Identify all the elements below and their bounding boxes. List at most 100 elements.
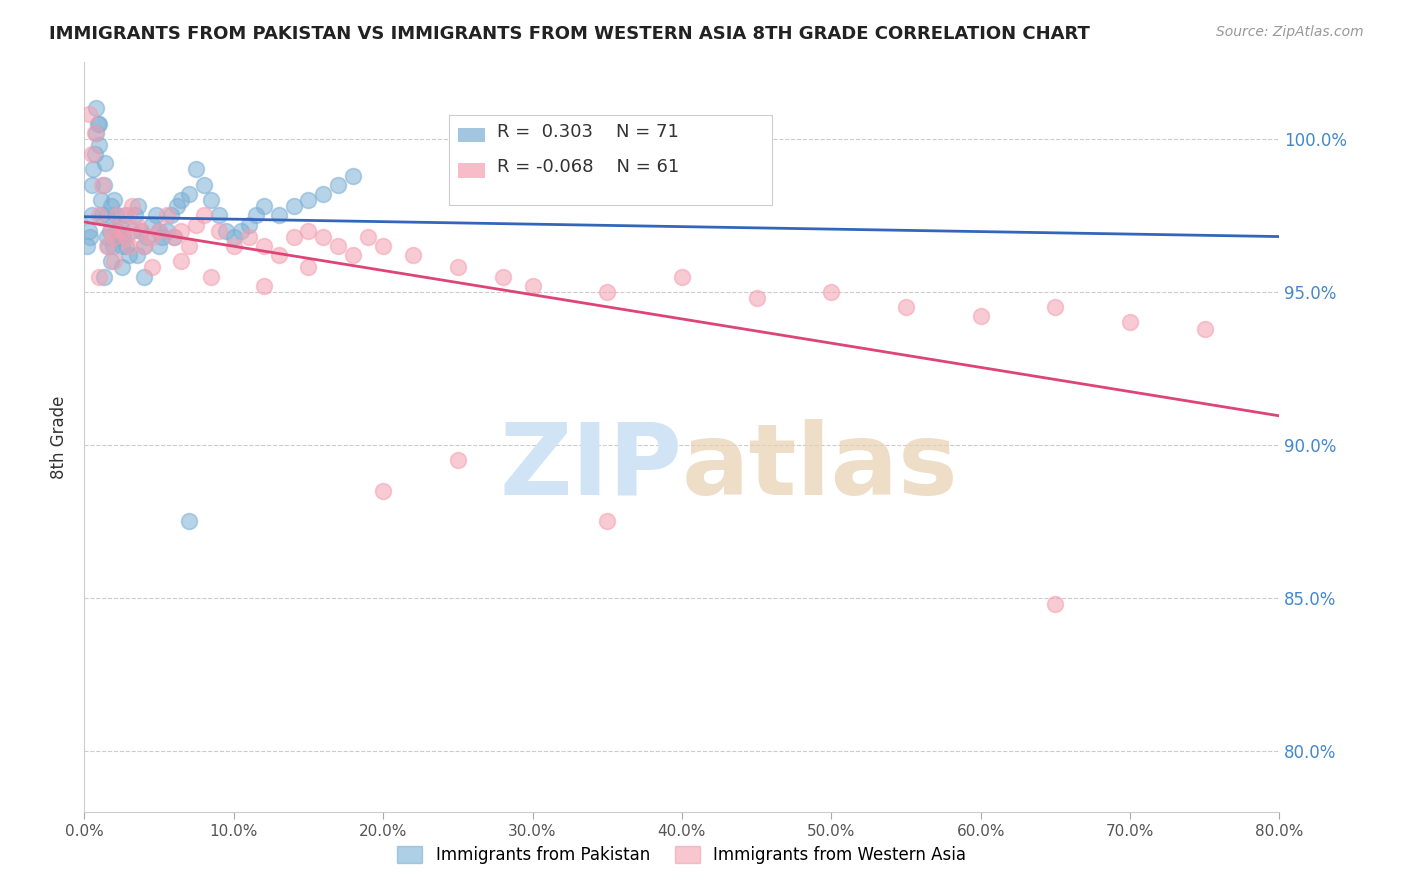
Point: [129, 224, 152, 238]
Text: ZIP: ZIP: [499, 418, 682, 516]
Point: [238, 218, 260, 232]
Point: [100, 224, 122, 238]
Point: [283, 229, 305, 244]
Bar: [458, 128, 485, 143]
Point: [222, 229, 245, 244]
Point: [267, 248, 290, 262]
Point: [447, 260, 470, 275]
Text: R =  0.303    N = 71: R = 0.303 N = 71: [496, 123, 679, 141]
Point: [93, 269, 115, 284]
Point: [200, 193, 222, 207]
Point: [124, 208, 146, 222]
Text: atlas: atlas: [682, 418, 959, 516]
Point: [89, 117, 111, 131]
Point: [118, 239, 141, 253]
Point: [166, 199, 188, 213]
Point: [238, 229, 260, 244]
Text: Source: ZipAtlas.com: Source: ZipAtlas.com: [1216, 25, 1364, 39]
Point: [312, 229, 335, 244]
Point: [105, 224, 128, 238]
Point: [100, 254, 122, 268]
Point: [77, 224, 100, 238]
Point: [148, 239, 170, 253]
Point: [373, 483, 395, 498]
Point: [170, 254, 193, 268]
Point: [253, 239, 276, 253]
Point: [76, 239, 98, 253]
Point: [145, 208, 167, 222]
Point: [160, 208, 183, 222]
Point: [222, 239, 245, 253]
Point: [115, 239, 138, 253]
Point: [77, 107, 100, 121]
Y-axis label: 8th Grade: 8th Grade: [51, 395, 69, 479]
Point: [111, 260, 134, 275]
Point: [283, 199, 305, 213]
Legend: Immigrants from Pakistan, Immigrants from Western Asia: Immigrants from Pakistan, Immigrants fro…: [391, 839, 973, 871]
Point: [215, 224, 238, 238]
Point: [89, 269, 111, 284]
Point: [118, 248, 141, 262]
Point: [492, 269, 515, 284]
Point: [86, 101, 108, 115]
Point: [1194, 321, 1216, 335]
Point: [373, 239, 395, 253]
Point: [104, 208, 127, 222]
Point: [114, 208, 136, 222]
Point: [148, 224, 170, 238]
Point: [297, 224, 319, 238]
FancyBboxPatch shape: [449, 115, 772, 205]
Point: [208, 208, 231, 222]
Point: [170, 193, 193, 207]
Point: [83, 147, 105, 161]
Point: [80, 147, 103, 161]
Text: R = -0.068    N = 61: R = -0.068 N = 61: [496, 159, 679, 177]
Point: [98, 224, 121, 238]
Point: [136, 229, 159, 244]
Point: [596, 514, 619, 528]
Point: [103, 229, 125, 244]
Point: [132, 269, 156, 284]
Point: [170, 224, 193, 238]
Point: [101, 239, 124, 253]
Point: [297, 193, 319, 207]
Point: [447, 453, 470, 467]
Point: [402, 248, 425, 262]
Point: [111, 224, 134, 238]
Point: [80, 178, 103, 192]
Point: [100, 199, 122, 213]
Point: [970, 310, 993, 324]
Point: [253, 278, 276, 293]
Point: [163, 229, 186, 244]
Point: [132, 239, 156, 253]
Point: [96, 239, 118, 253]
Point: [141, 229, 163, 244]
Point: [86, 126, 108, 140]
Point: [200, 269, 222, 284]
Text: IMMIGRANTS FROM PAKISTAN VS IMMIGRANTS FROM WESTERN ASIA 8TH GRADE CORRELATION C: IMMIGRANTS FROM PAKISTAN VS IMMIGRANTS F…: [49, 25, 1090, 43]
Point: [93, 178, 115, 192]
Point: [96, 229, 118, 244]
Point: [89, 138, 111, 153]
Point: [177, 186, 200, 201]
Point: [82, 162, 104, 177]
Point: [596, 285, 619, 299]
Point: [107, 229, 129, 244]
Point: [125, 218, 148, 232]
Point: [1045, 300, 1067, 314]
Point: [208, 224, 231, 238]
Point: [125, 248, 148, 262]
Point: [193, 208, 215, 222]
Point: [141, 218, 163, 232]
Point: [342, 169, 364, 183]
Point: [91, 208, 114, 222]
Point: [141, 260, 163, 275]
Point: [150, 229, 173, 244]
Point: [177, 239, 200, 253]
Point: [110, 218, 132, 232]
Point: [90, 193, 112, 207]
Point: [312, 186, 335, 201]
Point: [112, 229, 135, 244]
Point: [522, 278, 544, 293]
Point: [103, 254, 125, 268]
